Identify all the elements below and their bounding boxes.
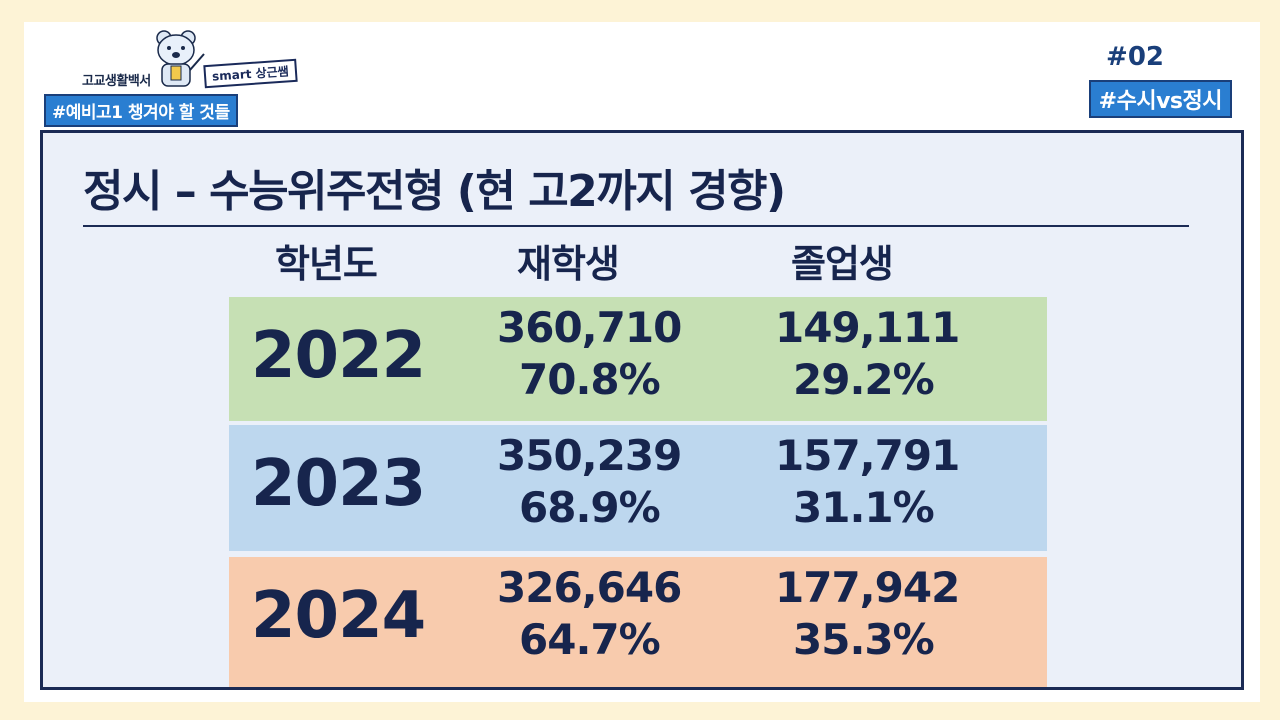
table-row: 2022 360,710 70.8% 149,111 29.2% [229, 297, 1047, 421]
smart-tag: smart 상근쌤 [203, 58, 298, 89]
table-row: 2023 350,239 68.9% 157,791 31.1% [229, 425, 1047, 551]
brand-name: 고교생활백서 [82, 74, 151, 89]
hashtag-banner: #예비고1 챙겨야 할 것들 [44, 94, 238, 127]
enrolled-percent: 70.8% [519, 355, 661, 404]
enrolled-count: 350,239 [497, 431, 682, 480]
graduate-count: 177,942 [775, 563, 960, 612]
graduate-count: 149,111 [775, 303, 960, 352]
topic-banner: #수시vs정시 [1088, 80, 1232, 118]
enrolled-count: 326,646 [497, 563, 682, 612]
bear-mascot-icon [156, 30, 205, 87]
header-year: 학년도 [275, 242, 378, 286]
header-graduate: 졸업생 [791, 242, 894, 286]
enrolled-percent: 64.7% [519, 615, 661, 664]
header-enrolled: 재학생 [517, 242, 620, 286]
table-row: 2024 326,646 64.7% 177,942 35.3% [229, 557, 1047, 687]
graduate-count: 157,791 [775, 431, 960, 480]
enrolled-count: 360,710 [497, 303, 682, 352]
graduate-percent: 29.2% [793, 355, 935, 404]
content-panel: 정시 – 수능위주전형 (현 고2까지 경향) 학년도 재학생 졸업생 2022… [40, 130, 1244, 690]
page-title: 정시 – 수능위주전형 (현 고2까지 경향) [83, 166, 786, 217]
slide: 고교생활백서 smart 상근쌤 #예비고1 챙겨야 할 것들 #02 #수시v… [24, 22, 1260, 702]
episode-number: #02 [1106, 42, 1164, 72]
graduate-percent: 35.3% [793, 615, 935, 664]
row-year: 2022 [251, 319, 426, 393]
row-year: 2024 [251, 579, 426, 653]
enrolled-percent: 68.9% [519, 483, 661, 532]
title-underline [83, 225, 1189, 227]
graduate-percent: 31.1% [793, 483, 935, 532]
row-year: 2023 [251, 447, 426, 521]
brand-logo: 고교생활백서 smart 상근쌤 #예비고1 챙겨야 할 것들 [44, 28, 304, 128]
